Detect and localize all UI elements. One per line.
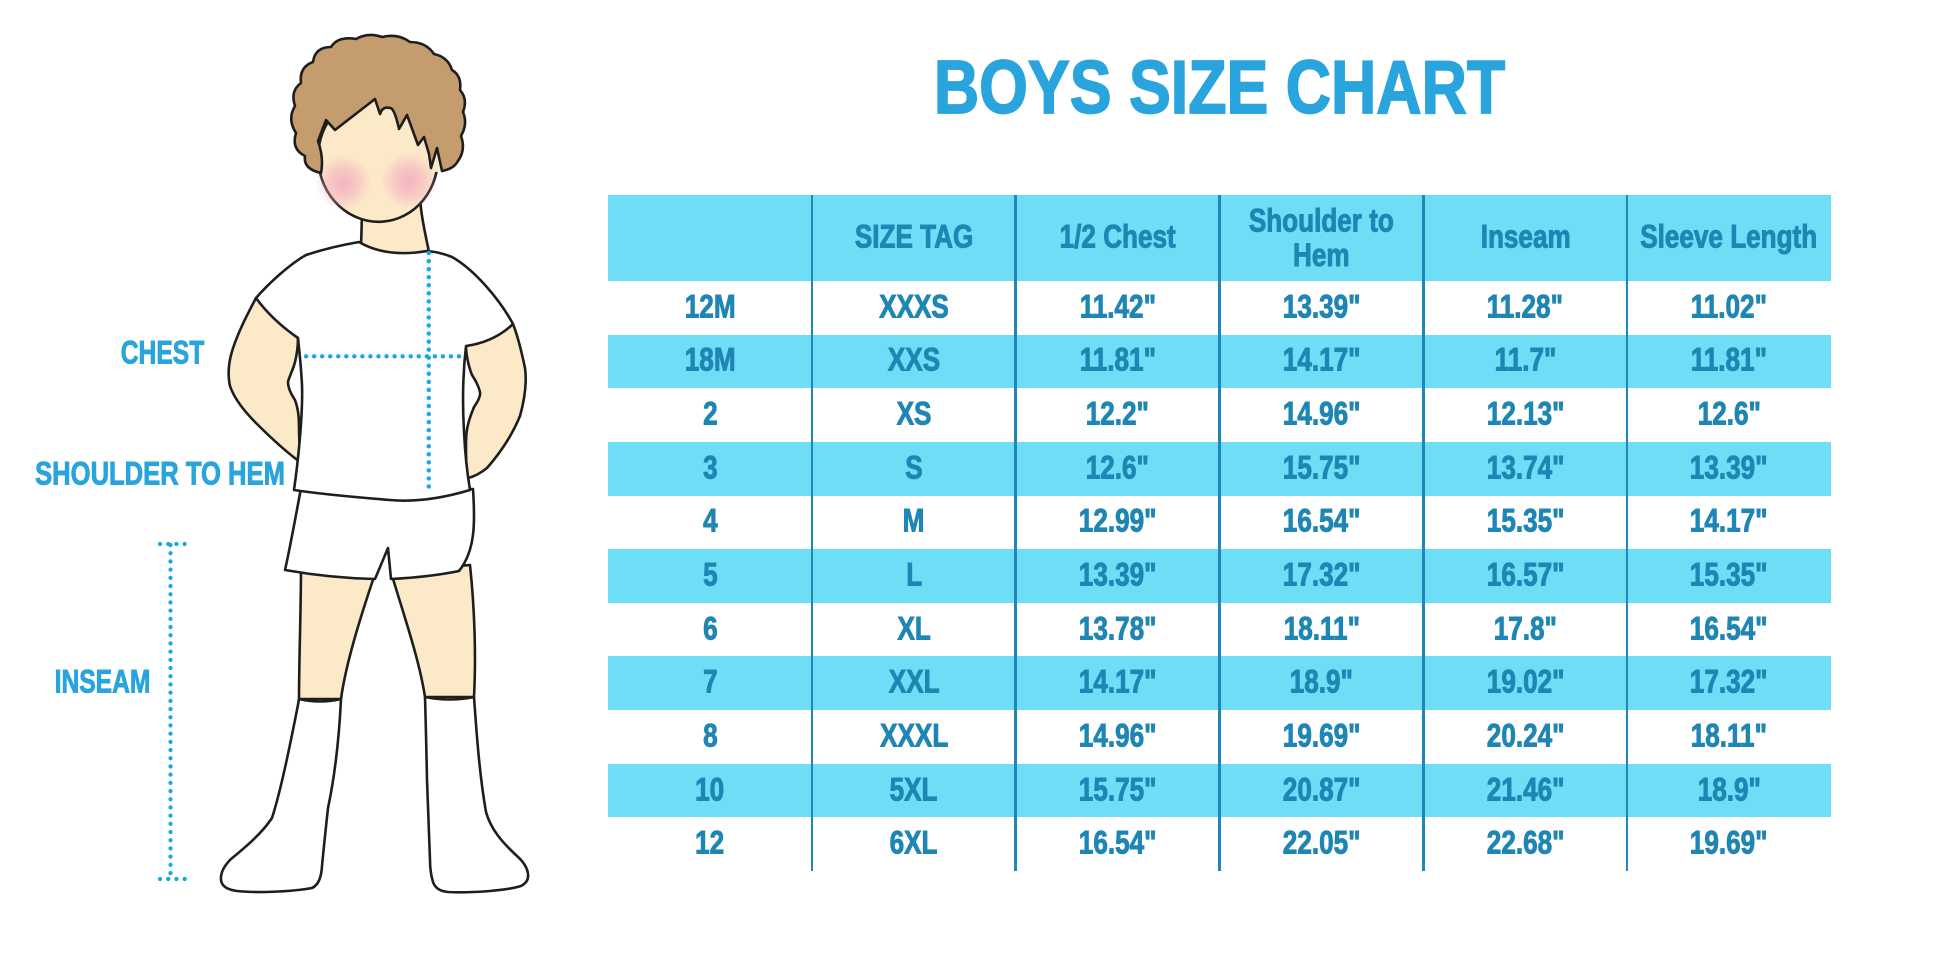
svg-text:SHOULDER TO HEM: SHOULDER TO HEM: [35, 457, 285, 492]
svg-text:INSEAM: INSEAM: [55, 664, 151, 700]
svg-text:CHEST: CHEST: [121, 335, 205, 371]
